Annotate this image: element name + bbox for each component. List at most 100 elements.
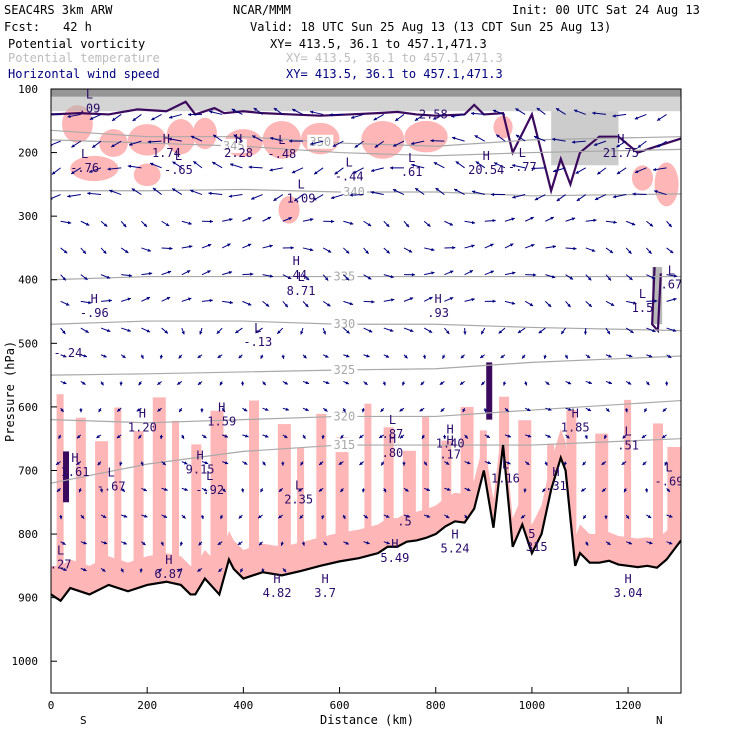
wind-vector — [322, 300, 331, 307]
wind-vector-head — [569, 276, 574, 280]
wind-vector-head — [654, 190, 658, 194]
wind-vector — [564, 354, 569, 360]
wind-vector-head — [552, 245, 557, 249]
wind-vector-head — [454, 188, 458, 192]
wind-vector — [192, 160, 203, 169]
wind-vector — [218, 568, 223, 573]
wind-vector — [470, 111, 485, 116]
wind-vector — [211, 161, 223, 169]
wind-vector-head — [601, 461, 605, 465]
wind-vector — [464, 487, 471, 492]
extremum-letter: L — [297, 270, 304, 284]
x-tick-label: 800 — [426, 699, 446, 712]
wind-vector-head — [164, 487, 168, 491]
wind-vector-head — [121, 488, 125, 492]
wind-vector-head — [59, 515, 63, 520]
wind-vector-head — [102, 568, 106, 572]
wind-vector-head — [571, 140, 576, 144]
wind-vector — [212, 134, 223, 142]
wind-vector — [242, 461, 248, 465]
wind-vector — [120, 568, 124, 573]
extremum-value: -.48 — [267, 147, 296, 161]
wind-vector — [71, 140, 82, 148]
wind-vector-head — [490, 243, 494, 247]
wind-vector-head — [385, 514, 390, 518]
wind-vector-head — [414, 117, 419, 121]
wind-vector — [403, 487, 409, 492]
wind-vector — [217, 541, 223, 546]
extremum-letter: L — [389, 413, 396, 427]
wind-vector — [666, 297, 677, 302]
wind-vector — [350, 113, 364, 119]
x-tick-label: 400 — [233, 699, 253, 712]
wind-vector — [342, 407, 346, 413]
wind-vector — [100, 298, 112, 303]
wind-vector-layer — [47, 107, 678, 573]
extremum-label: L-.77 — [508, 146, 537, 174]
wind-vector-head — [158, 568, 162, 573]
wind-vector — [634, 167, 647, 174]
wind-vector-head — [603, 435, 608, 439]
wind-vector — [120, 487, 126, 493]
wind-vector — [240, 488, 245, 493]
wind-vector-head — [136, 408, 141, 412]
wind-vector — [302, 274, 310, 281]
wind-vector-head — [314, 171, 318, 175]
wind-vector — [168, 113, 182, 119]
wind-vector — [644, 488, 649, 493]
wind-vector-head — [238, 515, 243, 519]
wind-vector — [504, 300, 516, 305]
wind-vector-head — [364, 515, 368, 519]
wind-vector — [201, 243, 212, 249]
wind-vector-head — [76, 435, 81, 439]
wind-vector-head — [208, 191, 212, 196]
wind-vector — [414, 114, 425, 122]
wind-vector-head — [305, 407, 309, 411]
extremum-value: -.65 — [164, 163, 193, 177]
wind-vector — [60, 354, 67, 358]
theta-label-bg — [331, 438, 358, 453]
wind-vector-head — [63, 249, 68, 254]
extremum-label: H.93 — [427, 292, 449, 320]
wind-vector — [140, 461, 144, 466]
wind-vector-head — [359, 434, 363, 439]
wind-vector-head — [200, 515, 204, 520]
wind-vector-head — [92, 144, 96, 148]
wind-vector — [565, 274, 574, 280]
wind-vector-head — [492, 218, 496, 223]
pv-shade-column — [75, 417, 86, 566]
wind-vector-head — [287, 275, 292, 279]
wind-vector-head — [238, 354, 243, 359]
wind-vector — [343, 354, 350, 358]
wind-vector-head — [47, 112, 50, 115]
wind-vector-head — [85, 329, 89, 333]
wind-vector-head — [260, 355, 264, 359]
wind-vector — [76, 434, 82, 439]
wind-vector-head — [165, 222, 170, 226]
wind-vector — [262, 434, 269, 438]
wind-vector — [97, 461, 102, 466]
wind-vector — [302, 247, 314, 252]
wind-vector — [80, 381, 86, 385]
wind-vector-head — [471, 297, 475, 302]
wind-vector — [455, 160, 465, 169]
wind-vector — [80, 567, 87, 572]
wind-vector-head — [631, 222, 636, 226]
wind-vector — [302, 301, 309, 308]
wind-vector — [544, 461, 548, 466]
extremum-value: 6.87 — [154, 567, 183, 581]
wind-vector — [500, 354, 506, 359]
wind-vector-head — [469, 270, 474, 274]
wind-vector — [646, 514, 652, 519]
wind-vector-head — [190, 189, 194, 193]
wind-vector — [551, 137, 566, 142]
wind-vector — [322, 274, 329, 281]
wind-vector — [219, 381, 223, 386]
wind-vector — [209, 110, 223, 115]
wind-vector-head — [82, 381, 86, 385]
wind-vector-head — [411, 141, 415, 145]
wind-vector-head — [345, 381, 349, 385]
wind-vector — [585, 218, 597, 222]
wind-vector — [484, 461, 492, 465]
wind-vector-head — [651, 275, 656, 279]
